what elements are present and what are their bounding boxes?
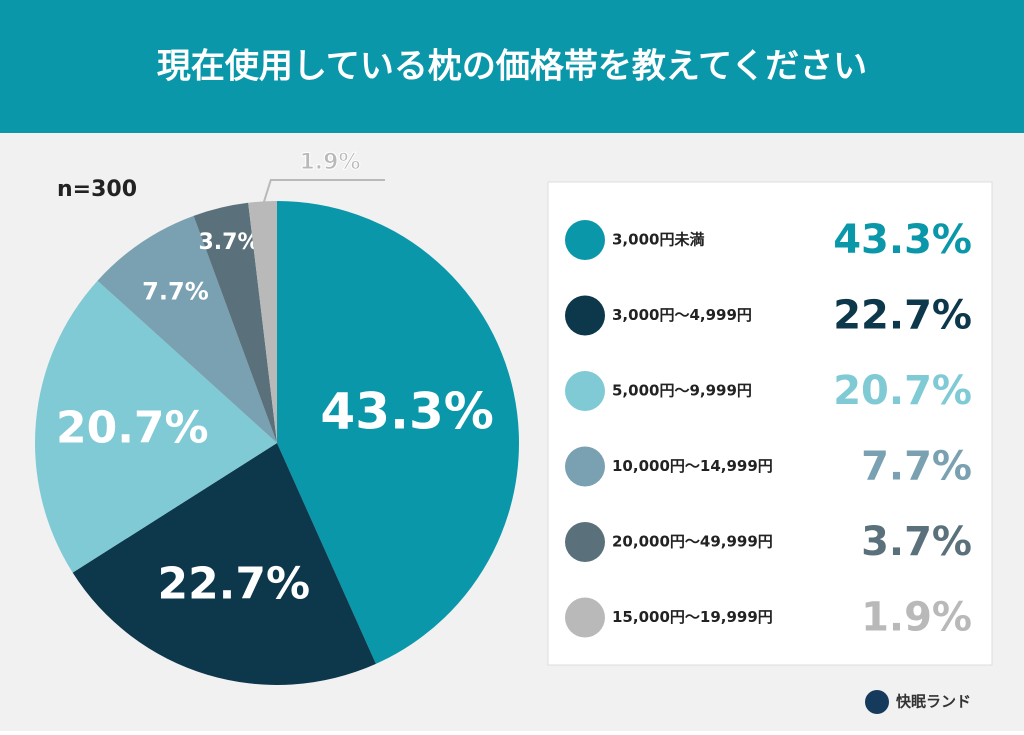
legend-box [547,181,993,666]
legend-label: 5,000円〜9,999円 [612,382,752,400]
legend-label: 10,000円〜14,999円 [612,457,773,475]
data-label: 22.7% [157,559,310,610]
pie-slice [248,201,277,443]
legend-value: 20.7% [833,368,972,414]
legend-swatch [565,522,605,562]
legend-label: 15,000円〜19,999円 [612,608,773,626]
header [0,0,1024,133]
sample-size: n=300 [57,177,137,202]
legend-label: 3,000円未満 [612,231,704,249]
legend-value: 22.7% [833,293,972,339]
legend-swatch [565,597,605,638]
legend-value: 1.9% [861,595,972,641]
data-label: 43.3% [320,383,493,441]
data-label: 1.9% [299,150,360,175]
pie-slice [34,280,278,573]
data-label: 3.7% [198,230,259,255]
pie-slice [72,443,376,685]
legend-value: 3.7% [861,519,972,565]
legend-swatch [565,295,605,336]
legend-value: 7.7% [861,444,972,490]
pie-slice [277,201,519,664]
legend-value: 43.3% [833,217,972,263]
chart-title: 現在使用している枕の価格帯を教えてください [157,47,867,87]
pie-slice [97,215,277,443]
leader-line [261,179,385,206]
brand-logo [865,690,889,714]
legend-swatch [565,220,605,260]
pie-slice [193,202,277,443]
legend-swatch [565,371,605,411]
legend-label: 3,000円〜4,999円 [612,306,752,324]
brand-name: 快眠ランド [896,693,971,711]
legend-swatch [565,446,605,487]
data-label: 20.7% [56,403,209,454]
data-label: 7.7% [142,278,209,306]
legend-label: 20,000円〜49,999円 [612,533,773,551]
